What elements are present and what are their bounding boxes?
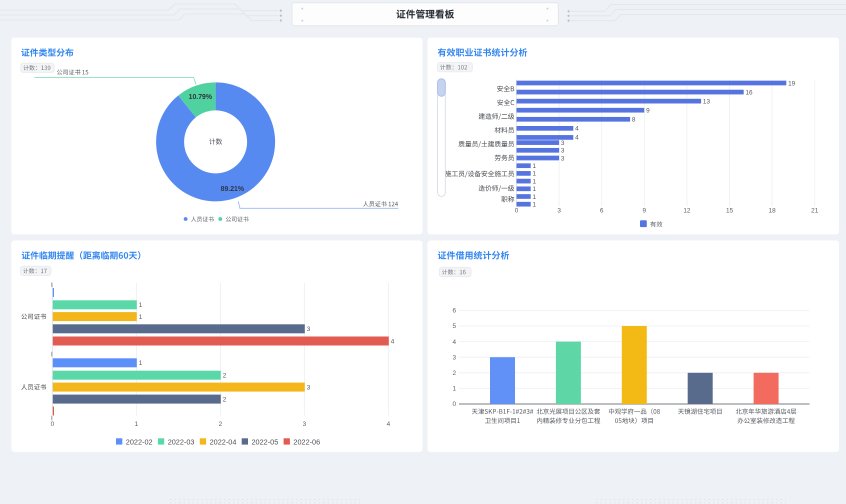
svg-text:15: 15 xyxy=(726,207,734,214)
svg-text:1: 1 xyxy=(135,421,139,428)
svg-text:2: 2 xyxy=(452,370,456,377)
svg-text:5: 5 xyxy=(452,323,456,330)
svg-text:6: 6 xyxy=(452,308,456,315)
svg-text:1: 1 xyxy=(533,186,537,193)
svg-text:4: 4 xyxy=(387,421,391,428)
svg-text:2022-06: 2022-06 xyxy=(293,437,320,446)
svg-text:89.21%: 89.21% xyxy=(221,186,244,193)
svg-text:1: 1 xyxy=(139,314,143,321)
svg-text:3: 3 xyxy=(452,354,456,361)
svg-text:8: 8 xyxy=(632,117,636,124)
svg-text:4: 4 xyxy=(452,339,456,346)
svg-text:16: 16 xyxy=(746,89,754,96)
svg-text:12: 12 xyxy=(683,207,691,214)
svg-text:3: 3 xyxy=(561,155,565,162)
svg-text:2022-05: 2022-05 xyxy=(252,437,279,446)
svg-text:2: 2 xyxy=(223,373,227,380)
svg-text:1: 1 xyxy=(139,302,143,309)
svg-text:1: 1 xyxy=(452,386,456,393)
svg-text:9: 9 xyxy=(646,108,650,115)
svg-text:10.79%: 10.79% xyxy=(189,94,212,101)
svg-text:4: 4 xyxy=(575,126,579,133)
svg-text:1: 1 xyxy=(533,194,537,201)
svg-text:0: 0 xyxy=(515,207,519,214)
svg-text:18: 18 xyxy=(769,207,777,214)
svg-text:19: 19 xyxy=(788,80,796,87)
svg-text:1: 1 xyxy=(139,360,143,367)
svg-text:3: 3 xyxy=(303,421,307,428)
svg-text:1: 1 xyxy=(533,178,537,185)
svg-text:1: 1 xyxy=(533,202,537,209)
svg-text:4: 4 xyxy=(575,135,579,142)
svg-text:2022-03: 2022-03 xyxy=(168,437,195,446)
svg-text:1: 1 xyxy=(533,171,537,178)
svg-text:21: 21 xyxy=(811,207,819,214)
svg-text:2: 2 xyxy=(223,396,227,403)
svg-text:3: 3 xyxy=(557,207,561,214)
svg-text:1: 1 xyxy=(533,163,537,170)
svg-text:4: 4 xyxy=(391,338,395,345)
svg-text:2: 2 xyxy=(219,421,223,428)
svg-text:3: 3 xyxy=(561,148,565,155)
svg-text:6: 6 xyxy=(600,207,604,214)
svg-text:9: 9 xyxy=(643,207,647,214)
svg-text:3: 3 xyxy=(307,384,311,391)
svg-text:0: 0 xyxy=(51,421,55,428)
svg-text:0: 0 xyxy=(452,401,456,408)
svg-text:3: 3 xyxy=(307,326,311,333)
svg-text:3: 3 xyxy=(561,140,565,147)
svg-text:13: 13 xyxy=(703,98,711,105)
svg-text:2022-02: 2022-02 xyxy=(126,437,153,446)
svg-text:2022-04: 2022-04 xyxy=(210,437,237,446)
